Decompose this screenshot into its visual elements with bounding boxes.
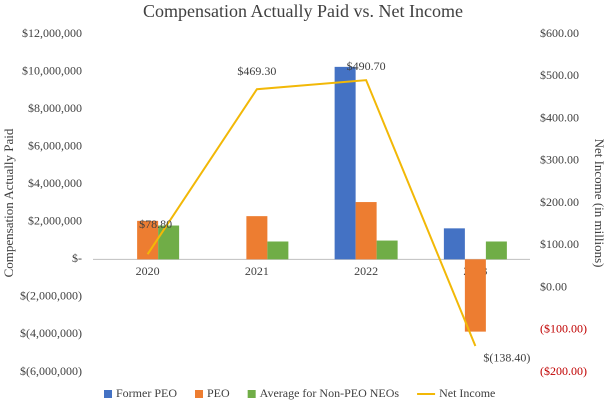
line xyxy=(146,79,477,347)
y-tick-label: $(2,000,000) xyxy=(20,289,82,303)
y2-tick-label: ($200.00) xyxy=(540,364,587,378)
x-tick-label: 2022 xyxy=(354,264,378,278)
legend-swatch xyxy=(104,390,112,398)
y-tick-label: $10,000,000 xyxy=(22,63,82,77)
y-tick-label: $(6,000,000) xyxy=(20,364,82,378)
legend-label: PEO xyxy=(207,386,230,400)
x-tick-label: 2021 xyxy=(245,264,269,278)
bar xyxy=(334,66,356,260)
y2-tick-label: $100.00 xyxy=(540,237,579,251)
data-label: $(138.40) xyxy=(483,351,530,365)
y2-tick-label: $300.00 xyxy=(540,153,579,167)
bar xyxy=(267,241,289,260)
y-axis-title: Compensation Actually Paid xyxy=(1,128,16,277)
bar xyxy=(355,202,377,260)
bar xyxy=(137,220,159,260)
bar xyxy=(246,216,268,260)
y2-tick-label: ($100.00) xyxy=(540,322,587,336)
legend-swatch xyxy=(247,390,256,398)
data-label: $490.70 xyxy=(347,59,386,73)
y2-tick-label: $0.00 xyxy=(540,279,567,293)
bar xyxy=(158,225,180,260)
y-tick-label: $6,000,000 xyxy=(28,138,82,152)
y-tick-label: $12,000,000 xyxy=(22,26,82,40)
y2-tick-label: $500.00 xyxy=(540,68,579,82)
legend-swatch xyxy=(195,390,203,398)
y2-tick-label: $200.00 xyxy=(540,195,579,209)
y-tick-label: $4,000,000 xyxy=(28,176,82,190)
legend-label: Former PEO xyxy=(116,386,177,400)
bar xyxy=(443,228,465,260)
chart-title: Compensation Actually Paid vs. Net Incom… xyxy=(143,1,463,21)
legend-label: Average for Non-PEO NEOs xyxy=(260,386,400,400)
data-label: $78.80 xyxy=(139,217,172,231)
bar xyxy=(376,240,398,260)
x-tick-label: 2020 xyxy=(136,264,160,278)
y-tick-label: $(4,000,000) xyxy=(20,326,82,340)
y2-axis-title: Net Income (in millions) xyxy=(592,139,607,268)
y2-tick-label: $400.00 xyxy=(540,110,579,124)
y-tick-label: $- xyxy=(72,251,82,265)
bar xyxy=(464,259,486,332)
bar xyxy=(485,241,507,260)
y-tick-label: $8,000,000 xyxy=(28,101,82,115)
y2-tick-label: $600.00 xyxy=(540,26,579,40)
y-tick-label: $2,000,000 xyxy=(28,214,82,228)
data-label: $469.30 xyxy=(237,64,276,78)
legend-label: Net Income xyxy=(439,386,495,400)
